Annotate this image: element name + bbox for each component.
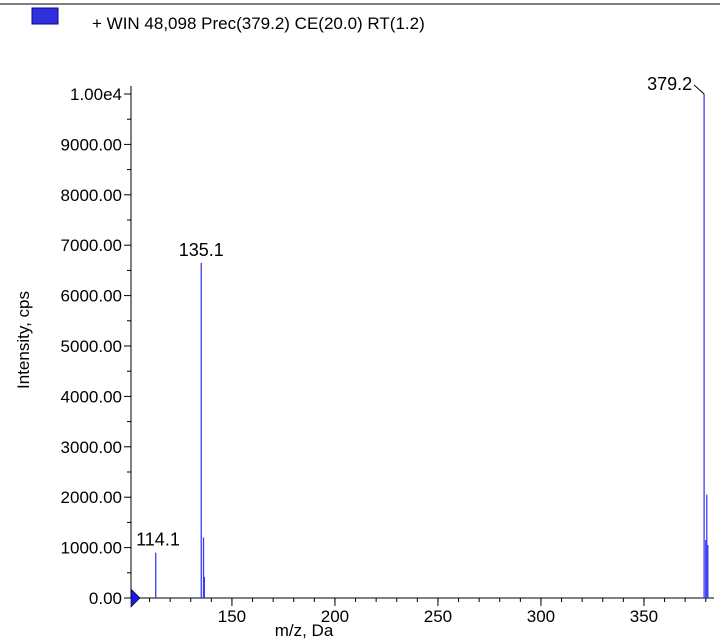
peak-label: 379.2	[647, 74, 692, 94]
x-tick-label: 250	[424, 607, 452, 626]
y-axis-label: Intensity, cps	[14, 291, 33, 389]
y-tick-label: 2000.00	[61, 488, 122, 507]
plot-area: 0.00 1000.00 2000.00 3000.00 4000.00 5000.00 6…	[61, 74, 714, 626]
y-tick-label: 1.00e4	[70, 85, 122, 104]
x-tick-label: 150	[218, 607, 246, 626]
y-tick-label: 1000.00	[61, 539, 122, 558]
x-tick-label: 200	[321, 607, 349, 626]
y-tick-label: 5000.00	[61, 337, 122, 356]
chart-title: + WIN 48,098 Prec(379.2) CE(20.0) RT(1.2…	[92, 14, 425, 33]
y-tick-label: 0.00	[89, 589, 122, 608]
y-tick-label: 9000.00	[61, 135, 122, 154]
x-tick-label: 350	[630, 607, 658, 626]
peak-label: 114.1	[136, 530, 180, 550]
y-tick-label: 7000.00	[61, 236, 122, 255]
x-tick-label: 300	[527, 607, 555, 626]
y-tick-label: 8000.00	[61, 186, 122, 205]
baseline-marker	[130, 588, 141, 608]
peak-label-leader	[693, 84, 705, 95]
peak-label: 135.1	[179, 240, 224, 260]
y-tick-label: 6000.00	[61, 287, 122, 306]
legend-swatch	[31, 7, 59, 25]
y-tick-label: 3000.00	[61, 438, 122, 457]
y-tick-label: 4000.00	[61, 387, 122, 406]
x-axis-label: m/z, Da	[275, 621, 334, 639]
